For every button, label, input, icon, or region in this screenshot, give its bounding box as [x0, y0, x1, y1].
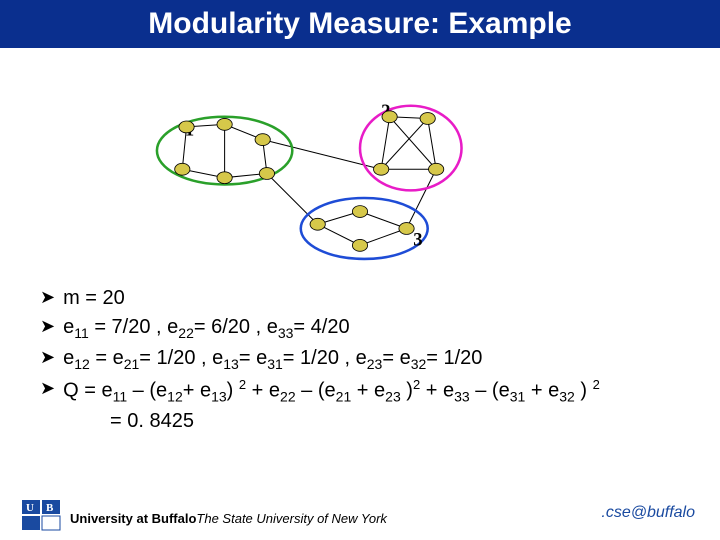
bullet-text: e11 = 7/20 , e22= 6/20 , e33= 4/20 — [63, 314, 680, 343]
cse-text: .cse@buffalo — [601, 504, 695, 521]
graph-node — [259, 168, 274, 180]
footer-university: University at Buffalo — [70, 511, 196, 526]
graph-node — [374, 163, 389, 175]
bullet-arrow-icon: ➤ — [40, 376, 55, 400]
footer: U B University at BuffaloThe State Unive… — [0, 492, 720, 532]
network-diagram: 123 — [0, 55, 720, 275]
slide-title: Modularity Measure: Example — [148, 7, 571, 41]
bullet-text: e12 = e21= 1/20 , e13= e31= 1/20 , e23= … — [63, 345, 680, 374]
cluster-label: 3 — [413, 229, 422, 250]
svg-text:B: B — [46, 502, 54, 514]
result-line: = 0. 8425 — [110, 408, 680, 435]
graph-node — [352, 239, 367, 251]
graph-node — [255, 134, 270, 146]
graph-node — [310, 218, 325, 230]
ub-logo-icon: U B — [20, 498, 62, 532]
bullet-arrow-icon: ➤ — [40, 285, 55, 309]
graph-node — [352, 206, 367, 218]
edge — [267, 173, 318, 224]
graph-node — [399, 223, 414, 235]
graph-node — [179, 121, 194, 133]
svg-text:U: U — [26, 502, 34, 514]
graph-node — [217, 118, 232, 130]
edge — [407, 169, 437, 228]
bullet-text: Q = e11 – (e12+ e13) 2 + e22 – (e21 + e2… — [63, 376, 680, 407]
graph-node — [217, 172, 232, 184]
graph-node — [175, 163, 190, 175]
footer-text: University at BuffaloThe State Universit… — [70, 511, 387, 526]
cse-logo: .cse@buffalo — [601, 504, 695, 522]
bullet-text: m = 20 — [63, 285, 680, 312]
title-bar: Modularity Measure: Example — [0, 0, 720, 48]
bullet-item: ➤ e12 = e21= 1/20 , e13= e31= 1/20 , e23=… — [40, 345, 680, 374]
graph-node — [420, 113, 435, 125]
bullet-arrow-icon: ➤ — [40, 314, 55, 338]
bullet-list: ➤ m = 20 ➤ e11 = 7/20 , e22= 6/20 , e33= 4/… — [40, 285, 680, 435]
bullet-item: ➤ e11 = 7/20 , e22= 6/20 , e33= 4/20 — [40, 314, 680, 343]
bullet-arrow-icon: ➤ — [40, 345, 55, 369]
graph-node — [429, 163, 444, 175]
graph-node — [382, 111, 397, 123]
bullet-item: ➤ Q = e11 – (e12+ e13) 2 + e22 – (e21 + e… — [40, 376, 680, 407]
cluster-ellipse — [360, 106, 462, 191]
footer-suny: The State University of New York — [196, 511, 387, 526]
bullet-item: ➤ m = 20 — [40, 285, 680, 312]
